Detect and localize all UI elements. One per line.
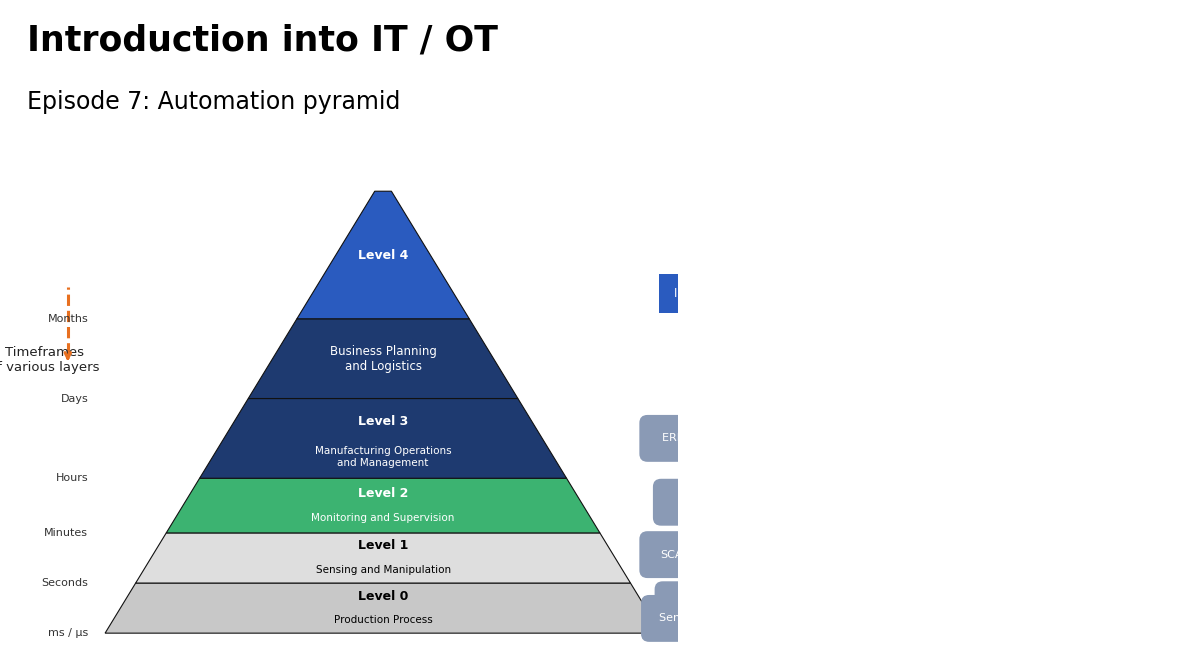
Polygon shape — [106, 583, 661, 633]
Text: Level 4: Level 4 — [358, 249, 408, 261]
FancyBboxPatch shape — [641, 595, 776, 642]
Text: Sensors & Signals: Sensors & Signals — [659, 614, 758, 623]
Text: Minutes: Minutes — [44, 528, 88, 538]
FancyBboxPatch shape — [659, 274, 757, 313]
Text: Monitoring and Supervision: Monitoring and Supervision — [311, 513, 455, 523]
Text: UNITED: UNITED — [964, 218, 1092, 247]
Text: IP Networks: IP Networks — [673, 287, 743, 300]
Text: Months: Months — [47, 314, 88, 324]
Polygon shape — [678, 0, 835, 670]
Text: Seconds: Seconds — [41, 578, 88, 588]
Text: Level 0: Level 0 — [358, 590, 408, 602]
Text: Level 1: Level 1 — [358, 539, 408, 553]
Text: Days: Days — [60, 393, 88, 403]
Text: MANUFACTURING HUB: MANUFACTURING HUB — [962, 285, 1093, 297]
FancyBboxPatch shape — [640, 415, 744, 462]
Text: ms / μs: ms / μs — [48, 628, 88, 638]
FancyBboxPatch shape — [653, 479, 731, 526]
Text: Introduction into IT / OT: Introduction into IT / OT — [28, 23, 498, 58]
Polygon shape — [136, 533, 630, 583]
Text: Level 3: Level 3 — [358, 415, 408, 428]
Text: ERP & PLM: ERP & PLM — [661, 433, 721, 444]
Polygon shape — [199, 399, 566, 478]
Polygon shape — [167, 478, 600, 533]
FancyBboxPatch shape — [640, 531, 744, 578]
Text: Field
Networks: Field Networks — [712, 519, 767, 547]
Polygon shape — [296, 191, 469, 319]
FancyBboxPatch shape — [697, 505, 781, 561]
Text: Production Process: Production Process — [334, 615, 432, 625]
Text: SCADA/HMI: SCADA/HMI — [660, 549, 724, 559]
Text: Manufacturing Operations
and Management: Manufacturing Operations and Management — [314, 446, 451, 468]
Text: MES: MES — [679, 497, 703, 507]
Text: Business Planning
and Logistics: Business Planning and Logistics — [330, 344, 437, 373]
Text: Timeframes
of various layers: Timeframes of various layers — [0, 346, 100, 374]
Text: Episode 7: Automation pyramid: Episode 7: Automation pyramid — [28, 90, 401, 115]
Text: Level 2: Level 2 — [358, 487, 408, 500]
Text: Hours: Hours — [55, 473, 88, 483]
Text: PLC: PLC — [682, 600, 702, 610]
Text: Sensing and Manipulation: Sensing and Manipulation — [316, 565, 451, 575]
Polygon shape — [248, 319, 518, 399]
FancyBboxPatch shape — [655, 582, 728, 628]
